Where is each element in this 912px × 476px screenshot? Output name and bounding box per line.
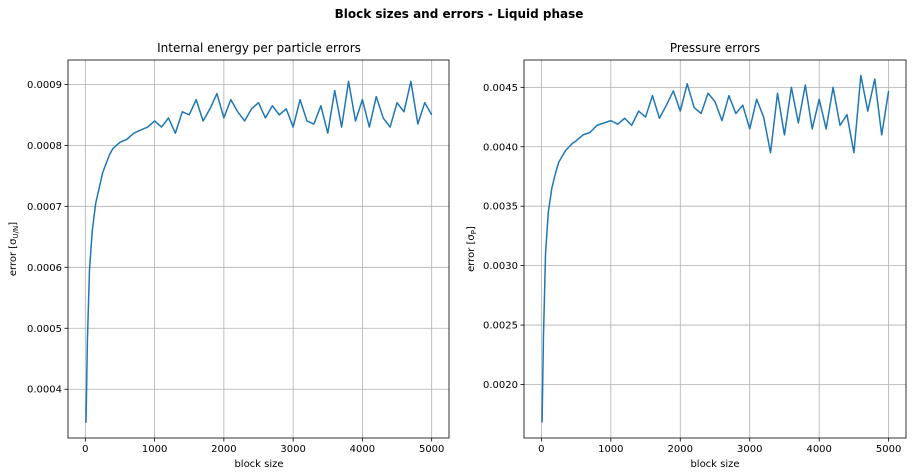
plot-frame [523, 59, 907, 439]
x-axis-label: block size [690, 459, 739, 470]
x-tick-label: 0 [538, 444, 544, 455]
y-axis-label: error [σU/N] [8, 222, 20, 276]
y-axis-label: error [σP] [466, 226, 478, 272]
y-tick-label: 0.0007 [27, 202, 62, 213]
x-tick-label: 2000 [211, 444, 236, 455]
series-line [541, 74, 890, 423]
x-tick-label: 0 [82, 444, 88, 455]
figure-title: Block sizes and errors - Liquid phase [335, 7, 584, 21]
x-tick-label: 3000 [280, 444, 305, 455]
series-line-layer [85, 80, 433, 423]
ticks: 0 1000 2000 3000 4000 5000 0.0020 0.0025 0.0030 0… [483, 83, 901, 455]
chart-title: Internal energy per particle errors [157, 41, 361, 55]
y-tick-label: 0.0035 [483, 202, 518, 213]
x-tick-label: 4000 [806, 444, 831, 455]
x-tick-label: 4000 [350, 444, 375, 455]
ticks: 0 1000 2000 3000 4000 5000 0.0004 0.0005 0.0006 0… [27, 80, 444, 455]
y-axis-label-main: error [σ [8, 238, 19, 276]
grid [524, 60, 906, 438]
series-line-layer [541, 74, 890, 423]
y-tick-label: 0.0045 [483, 83, 518, 94]
x-tick-label: 5000 [876, 444, 901, 455]
y-tick-label: 0.0020 [483, 380, 518, 391]
y-axis-label-end: ] [8, 222, 19, 226]
y-tick-label: 0.0009 [27, 80, 62, 91]
chart-title: Pressure errors [670, 41, 760, 55]
y-tick-label: 0.0004 [27, 385, 62, 396]
x-tick-label: 5000 [419, 444, 444, 455]
x-axis-label: block size [234, 459, 283, 470]
x-tick-label: 3000 [737, 444, 762, 455]
x-tick-label: 1000 [142, 444, 167, 455]
internal-energy-chart: Internal energy per particle errors 0 100… [8, 41, 450, 470]
y-axis-label-main: error [σ [466, 234, 477, 272]
y-tick-label: 0.0005 [27, 324, 62, 335]
x-tick-label: 1000 [598, 444, 623, 455]
y-axis-label-sub: U/N [12, 226, 20, 239]
y-axis-label-sub: P [470, 230, 478, 234]
y-tick-label: 0.0006 [27, 263, 62, 274]
pressure-chart: Pressure errors 0 1000 2000 3000 4000 5000 0.0… [466, 41, 907, 470]
y-tick-label: 0.0008 [27, 141, 62, 152]
y-axis-label-end: ] [466, 226, 477, 230]
plot-frame [67, 59, 450, 439]
series-line [85, 80, 433, 423]
x-tick-label: 2000 [668, 444, 693, 455]
y-tick-label: 0.0025 [483, 321, 518, 332]
y-tick-label: 0.0040 [483, 142, 518, 153]
y-tick-label: 0.0030 [483, 261, 518, 272]
grid [68, 60, 449, 438]
